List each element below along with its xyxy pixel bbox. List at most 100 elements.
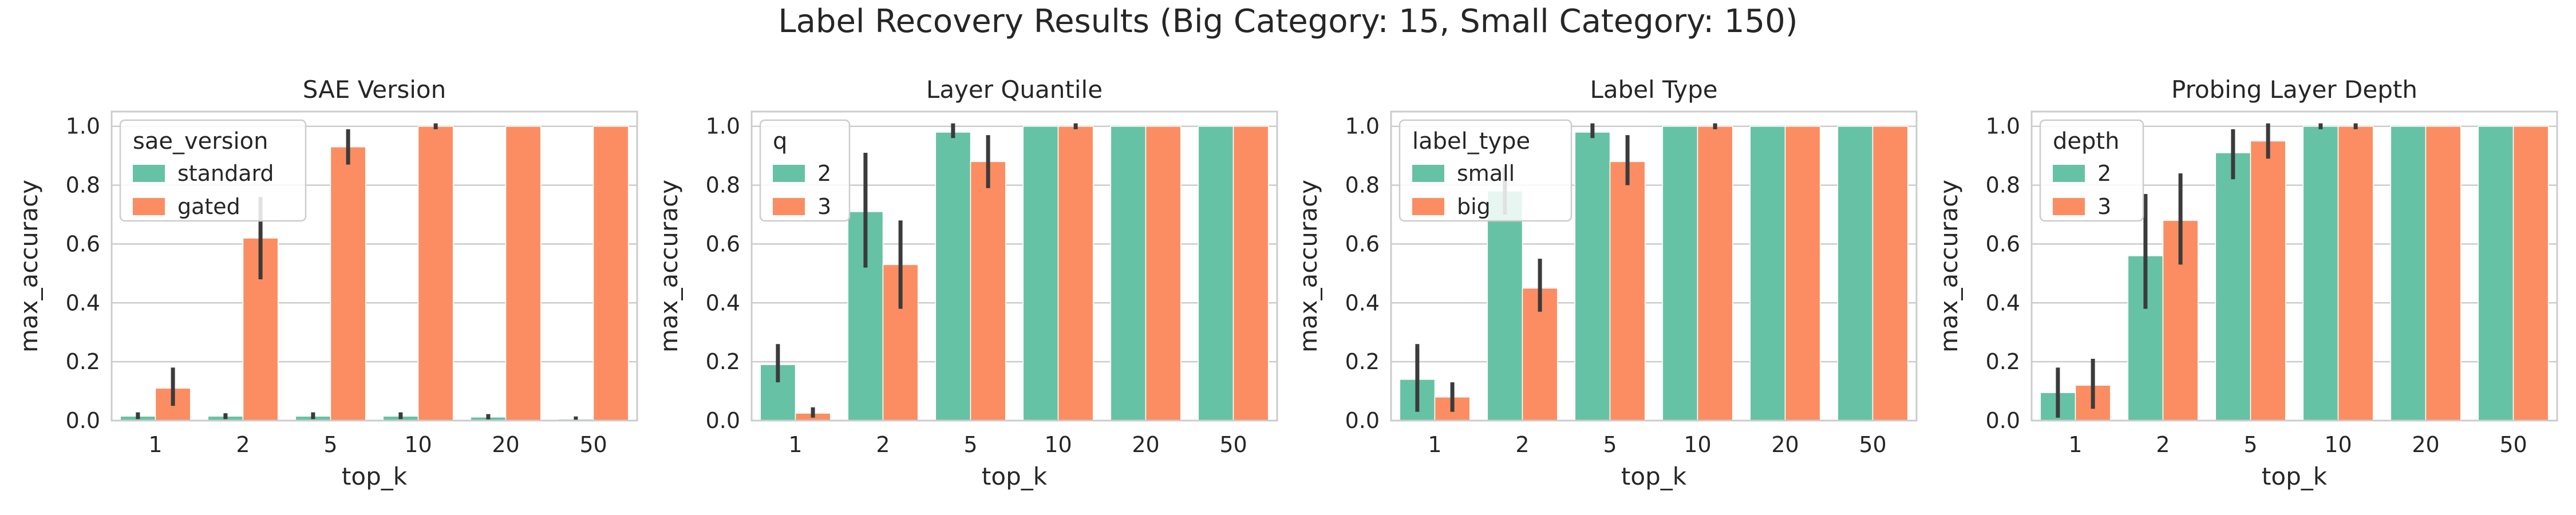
bar <box>1784 125 1821 421</box>
x-tick-label: 2 <box>236 432 250 457</box>
x-tick-label: 20 <box>2412 432 2439 457</box>
x-tick-label: 10 <box>2324 432 2352 457</box>
x-axis-label: top_k <box>2262 462 2328 490</box>
x-tick-label: 50 <box>2499 432 2527 457</box>
legend-swatch <box>133 198 165 215</box>
bar <box>1487 191 1523 421</box>
legend-swatch <box>2053 165 2085 182</box>
legend-swatch <box>2053 198 2085 215</box>
bar <box>1574 132 1611 421</box>
bar <box>592 125 629 421</box>
legend-title: sae_version <box>133 128 268 154</box>
y-tick-label: 0.8 <box>706 173 740 198</box>
x-tick-label: 10 <box>404 432 432 457</box>
y-tick-label: 0.4 <box>66 290 100 315</box>
legend-swatch <box>773 198 805 215</box>
subplot-4: 0.0 0.2 0.4 0.6 0.8 1.0 1 2 5 10 20 50 Probing Layer… <box>1935 76 2558 490</box>
bar <box>2478 125 2514 421</box>
y-tick-label: 0.0 <box>1345 408 1380 433</box>
x-tick-label: 50 <box>1219 432 1247 457</box>
subplot-title: Label Type <box>1590 76 1717 104</box>
bar <box>1662 125 1698 421</box>
y-tick-label: 0.2 <box>706 349 740 374</box>
x-tick-label: 20 <box>1771 432 1799 457</box>
legend-title: label_type <box>1412 128 1530 154</box>
legend-swatch <box>133 165 165 182</box>
y-tick-label: 1.0 <box>706 114 740 139</box>
x-tick-label: 5 <box>963 432 977 457</box>
legend-label: gated <box>177 194 240 219</box>
bar <box>935 132 971 421</box>
legend: sae_version standard gated <box>119 119 307 222</box>
y-tick-label: 0.4 <box>1986 290 2020 315</box>
x-tick-label: 1 <box>2068 432 2082 457</box>
x-tick-label: 2 <box>1515 432 1529 457</box>
subplot-grid: 0.0 0.2 0.4 0.6 0.8 1.0 1 2 5 10 20 50 SAE Version to… <box>15 76 2558 490</box>
y-tick-label: 0.0 <box>706 408 740 433</box>
bar <box>2337 125 2374 421</box>
bar <box>2512 125 2549 421</box>
x-tick-label: 10 <box>1684 432 1711 457</box>
x-tick-label: 2 <box>876 432 890 457</box>
subplot-1: 0.0 0.2 0.4 0.6 0.8 1.0 1 2 5 10 20 50 SAE Version to… <box>15 76 638 490</box>
bar <box>505 125 542 421</box>
legend-box <box>1398 119 1573 222</box>
bar <box>970 161 1006 421</box>
legend-label: 2 <box>817 161 831 186</box>
figure-title: Label Recovery Results (Big Category: 15… <box>778 3 1797 40</box>
axes-frame <box>2030 110 2558 422</box>
subplot-title: Probing Layer Depth <box>2171 76 2417 104</box>
x-tick-label: 1 <box>148 432 162 457</box>
bar <box>1198 125 1234 421</box>
subplot-title: Layer Quantile <box>926 76 1103 104</box>
y-tick-label: 0.8 <box>1345 173 1380 198</box>
bar <box>1872 125 1909 421</box>
y-tick-label: 0.4 <box>706 290 740 315</box>
y-axis-label: max_accuracy <box>1294 180 1322 352</box>
bar <box>1232 125 1269 421</box>
x-tick-label: 5 <box>1603 432 1617 457</box>
legend-swatch <box>773 165 805 182</box>
bar <box>417 125 454 421</box>
y-tick-label: 0.0 <box>1986 408 2020 433</box>
legend-box <box>2039 119 2144 222</box>
y-tick-label: 0.2 <box>1345 349 1380 374</box>
bar <box>330 146 366 421</box>
bar <box>2425 125 2462 421</box>
y-tick-label: 0.4 <box>1345 290 1380 315</box>
bar <box>2250 140 2286 421</box>
y-axis-label: max_accuracy <box>655 180 683 352</box>
x-tick-label: 2 <box>2156 432 2170 457</box>
x-axis-label: top_k <box>982 462 1048 490</box>
legend-label: standard <box>177 161 274 186</box>
y-tick-label: 0.6 <box>66 231 100 256</box>
bar <box>1749 125 1786 421</box>
bar <box>1110 125 1147 421</box>
x-tick-label: 5 <box>323 432 337 457</box>
y-tick-label: 1.0 <box>66 114 100 139</box>
legend-label: 3 <box>2097 194 2111 219</box>
bar <box>1022 125 1059 421</box>
bar <box>2215 152 2251 421</box>
x-tick-label: 1 <box>788 432 802 457</box>
bar <box>1697 125 1733 421</box>
subplot-2: 0.0 0.2 0.4 0.6 0.8 1.0 1 2 5 10 20 50 Layer Quantil… <box>655 76 1278 490</box>
y-tick-label: 0.6 <box>1986 231 2020 256</box>
x-tick-label: 50 <box>579 432 607 457</box>
y-tick-label: 0.6 <box>1345 231 1380 256</box>
x-axis-label: top_k <box>1621 462 1687 490</box>
legend-box <box>119 119 307 222</box>
x-axis-label: top_k <box>342 462 408 490</box>
y-tick-label: 1.0 <box>1345 114 1380 139</box>
y-axis-label: max_accuracy <box>15 180 43 352</box>
y-tick-label: 0.0 <box>66 408 100 433</box>
bar <box>1145 125 1182 421</box>
x-tick-label: 5 <box>2243 432 2257 457</box>
legend: q 2 3 <box>759 119 851 222</box>
legend-swatch <box>1412 198 1444 215</box>
x-tick-label: 20 <box>492 432 519 457</box>
legend-title: q <box>773 128 787 154</box>
subplot-3: 0.0 0.2 0.4 0.6 0.8 1.0 1 2 5 10 20 50 Label Type top… <box>1294 76 1918 490</box>
